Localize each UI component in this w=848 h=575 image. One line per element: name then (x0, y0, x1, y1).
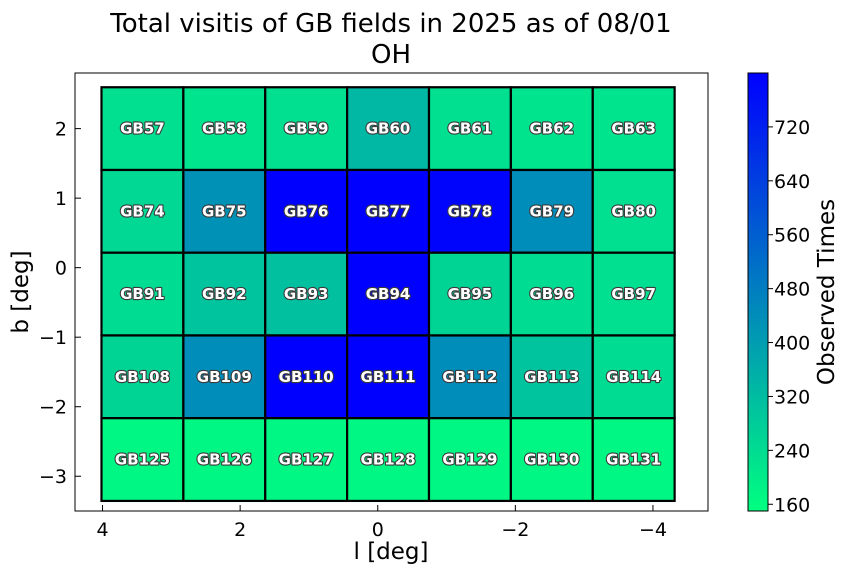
heatmap-cell-gb109 (182, 334, 267, 420)
heatmap-cell-gb62 (509, 86, 594, 172)
colorbar-tick-label: 640 (774, 171, 810, 193)
heatmap-cell-gb80 (591, 168, 676, 254)
heatmap-cells (100, 86, 676, 503)
cell-label-gb80: GB80 (611, 202, 656, 220)
cell-label-gb94: GB94 (366, 285, 411, 303)
colorbar-tick-label: 560 (774, 225, 810, 247)
cell-label-gb129: GB129 (442, 451, 497, 469)
cell-label-gb63: GB63 (611, 120, 656, 138)
heatmap-cell-gb78 (427, 168, 512, 254)
cell-label-gb131: GB131 (606, 451, 661, 469)
heatmap-cell-gb113 (509, 334, 594, 420)
heatmap-cell-gb74 (100, 168, 185, 254)
cell-label-gb76: GB76 (284, 202, 329, 220)
colorbar-tick-label: 720 (774, 117, 810, 139)
heatmap-cell-gb131 (591, 417, 676, 503)
cell-label-gb128: GB128 (361, 451, 416, 469)
heatmap-cell-gb76 (264, 168, 349, 254)
heatmap-cell-labels: GB57 GB58 GB59 GB60 GB61 GB62 GB63 GB74 GB75 GB76… (114, 119, 663, 470)
colorbar-ticks: 160 240 320 400 480 560 640 720 (768, 117, 810, 516)
x-tick-label: 4 (96, 519, 108, 541)
cell-label-gb130: GB130 (524, 451, 579, 469)
y-tick-label: −2 (39, 397, 67, 419)
heatmap-cell-gb130 (509, 417, 594, 503)
y-tick-label: −1 (39, 327, 67, 349)
plot-frame (74, 72, 709, 512)
heatmap-cell-gb97 (591, 251, 676, 337)
cell-label-gb96: GB96 (530, 285, 575, 303)
y-tick-label: 0 (55, 258, 67, 280)
cell-label-gb79: GB79 (530, 202, 575, 220)
cell-label-gb108: GB108 (115, 368, 170, 386)
cell-label-gb57: GB57 (120, 120, 165, 138)
cell-label-gb92: GB92 (202, 285, 247, 303)
x-tick-label: 2 (234, 519, 246, 541)
colorbar-label: Observed Times (814, 199, 840, 385)
heatmap-cell-gb96 (509, 251, 594, 337)
colorbar-tick-label: 240 (774, 440, 810, 462)
cell-label-gb58: GB58 (202, 120, 247, 138)
cell-label-gb62: GB62 (530, 120, 575, 138)
y-tick-label: 2 (55, 119, 67, 141)
heatmap-cell-gb57 (100, 86, 185, 172)
cell-label-gb95: GB95 (448, 285, 493, 303)
cell-label-gb126: GB126 (197, 451, 252, 469)
heatmap-cell-gb127 (264, 417, 349, 503)
heatmap-cell-gb94 (346, 251, 431, 337)
x-tick-label: −2 (501, 519, 529, 541)
chart-subtitle: OH (371, 40, 411, 70)
heatmap-cell-gb125 (100, 417, 185, 503)
cell-label-gb77: GB77 (366, 202, 411, 220)
y-axis-ticks: 2 1 0 −1 −2 −3 (39, 119, 81, 488)
colorbar-tick-label: 320 (774, 386, 810, 408)
cell-label-gb110: GB110 (279, 368, 334, 386)
cell-label-gb113: GB113 (524, 368, 579, 386)
cell-label-gb111: GB111 (361, 368, 416, 386)
cell-label-gb60: GB60 (366, 120, 411, 138)
cell-label-gb125: GB125 (115, 451, 170, 469)
colorbar-tick-label: 400 (774, 333, 810, 355)
cell-label-gb74: GB74 (120, 202, 165, 220)
x-axis-ticks: 4 2 0 −2 −4 (96, 505, 667, 541)
y-tick-label: 1 (55, 188, 67, 210)
heatmap-cell-gb58 (182, 86, 267, 172)
colorbar-tick-label: 480 (774, 279, 810, 301)
heatmap-cell-gb95 (427, 251, 512, 337)
heatmap-cell-gb114 (591, 334, 676, 420)
cell-label-gb112: GB112 (442, 368, 497, 386)
x-tick-label: 0 (372, 519, 384, 541)
chart-title: Total visitis of GB fields in 2025 as of… (109, 9, 671, 39)
x-tick-label: −4 (639, 519, 667, 541)
heatmap-cell-gb92 (182, 251, 267, 337)
cell-label-gb78: GB78 (448, 202, 493, 220)
cell-label-gb61: GB61 (448, 120, 493, 138)
heatmap-cell-gb93 (264, 251, 349, 337)
cell-label-gb75: GB75 (202, 202, 247, 220)
x-axis-label: l [deg] (354, 539, 429, 565)
cell-label-gb109: GB109 (197, 368, 252, 386)
heatmap-cell-gb108 (100, 334, 185, 420)
cell-label-gb127: GB127 (279, 451, 334, 469)
cell-label-gb114: GB114 (606, 368, 661, 386)
cell-label-gb59: GB59 (284, 120, 329, 138)
cell-label-gb97: GB97 (611, 285, 656, 303)
y-tick-label: −3 (39, 466, 67, 488)
cell-label-gb91: GB91 (120, 285, 165, 303)
y-axis-label: b [deg] (8, 250, 34, 333)
cell-label-gb93: GB93 (284, 285, 329, 303)
colorbar-tick-label: 160 (774, 494, 810, 516)
colorbar (747, 72, 769, 512)
